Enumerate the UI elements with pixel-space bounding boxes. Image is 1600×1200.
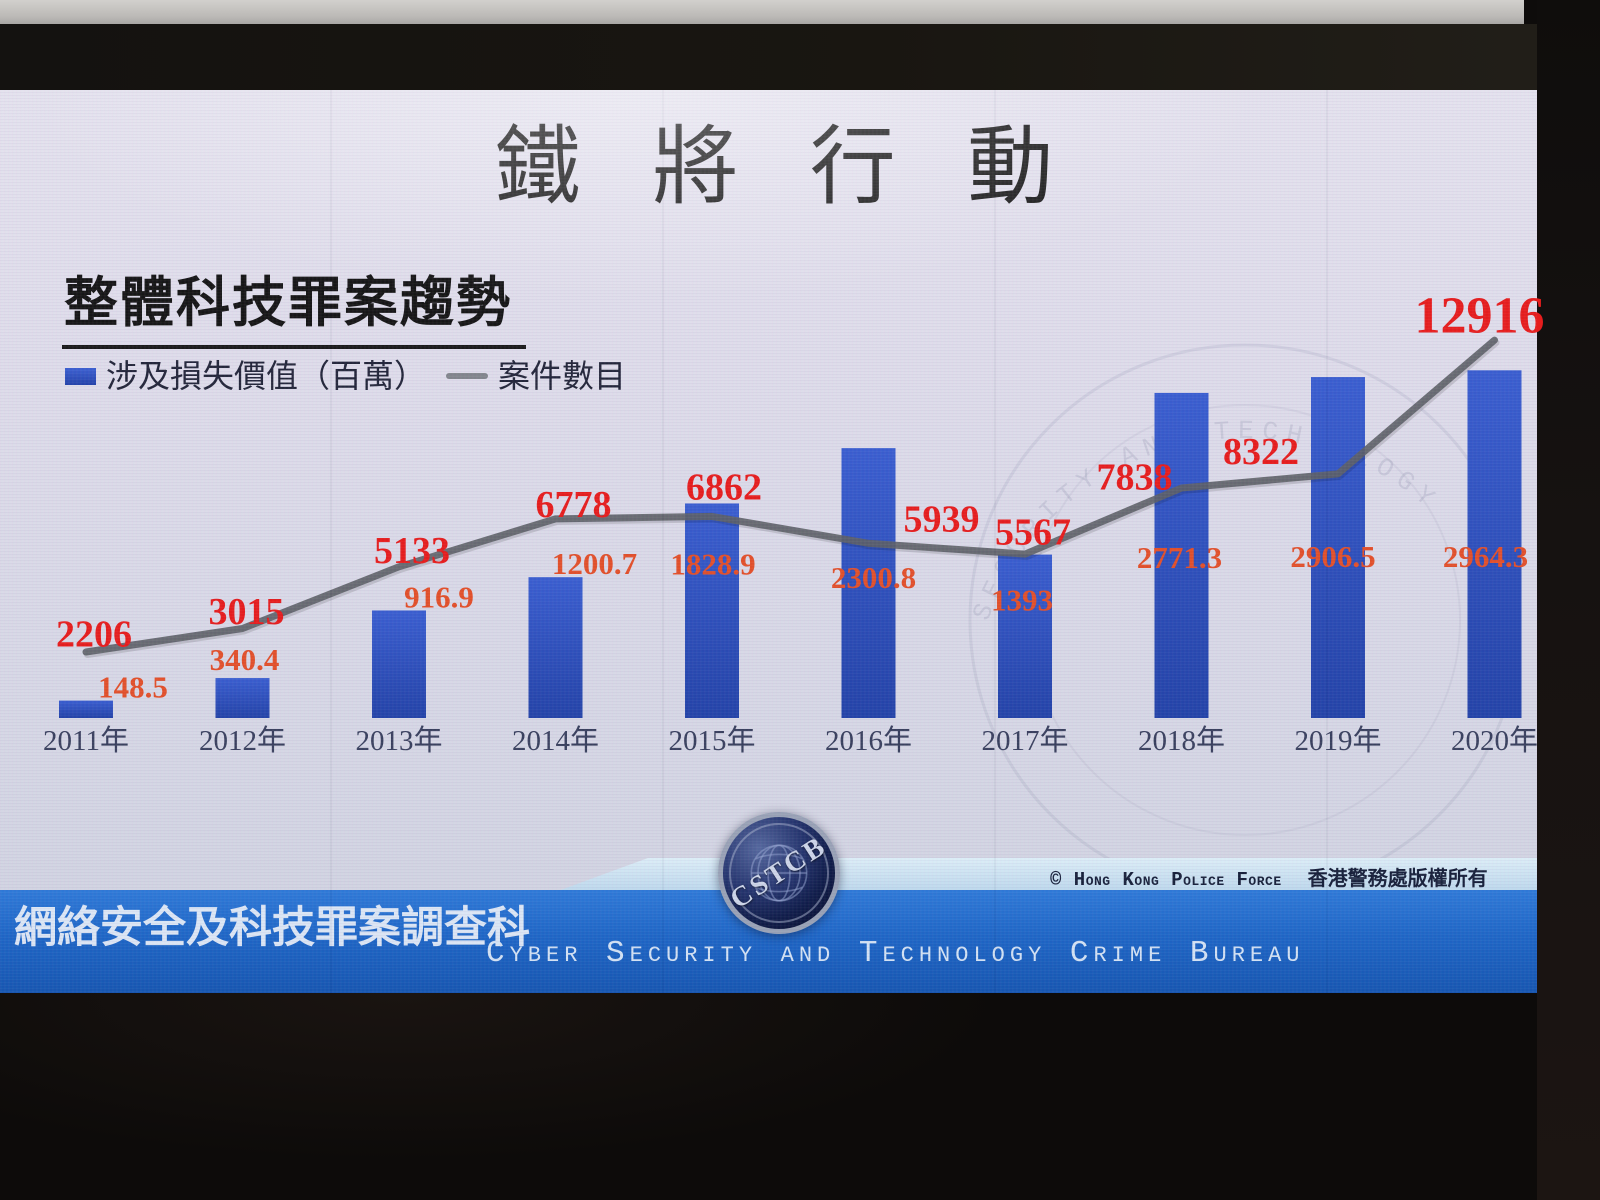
loss-value-label: 1828.9 xyxy=(670,546,755,581)
year-label: 2014年 xyxy=(512,724,599,757)
bar xyxy=(685,503,739,718)
cstcb-badge-icon: CSTCB xyxy=(718,812,840,934)
dark-area-right-of-screen xyxy=(1537,0,1600,1200)
loss-value-label: 916.9 xyxy=(404,579,474,614)
loss-value-label: 340.4 xyxy=(210,642,280,677)
copyright-english: © Hong Kong Police Force xyxy=(1050,869,1282,891)
case-count-label: 3015 xyxy=(209,591,285,633)
ceiling-strip xyxy=(0,0,1524,24)
bureau-name-english: Cyber Security and Technology Crime Bure… xyxy=(486,936,1305,971)
year-label: 2019年 xyxy=(1294,724,1381,757)
year-label: 2020年 xyxy=(1451,724,1538,757)
year-label: 2013年 xyxy=(355,724,442,757)
bar xyxy=(215,678,270,718)
copyright-chinese: 香港警務處版權所有 xyxy=(1307,868,1488,890)
bar xyxy=(59,700,113,718)
loss-value-label: 148.5 xyxy=(98,669,168,704)
loss-value-label: 1393 xyxy=(991,582,1053,617)
legend-loss-value: 涉及損失價值（百萬） xyxy=(65,356,426,396)
legend-bar-label: 涉及損失價值（百萬） xyxy=(106,358,427,394)
globe-icon xyxy=(750,844,808,902)
bureau-name-chinese: 網絡安全及科技罪案調查科 xyxy=(14,904,530,952)
bar xyxy=(372,610,426,718)
year-label: 2017年 xyxy=(981,724,1068,757)
slide-title: 鐵 將 行 動 xyxy=(494,119,1066,215)
case-count-label: 6862 xyxy=(686,467,762,509)
bar xyxy=(998,554,1052,718)
case-count-label: 5133 xyxy=(374,530,450,572)
case-count-label: 6778 xyxy=(536,484,612,526)
loss-value-label: 1200.7 xyxy=(552,546,637,581)
loss-value-label: 2906.5 xyxy=(1290,539,1375,574)
case-count-label: 12916 xyxy=(1415,287,1545,344)
loss-value-label: 2771.3 xyxy=(1137,540,1222,575)
case-count-label: 5939 xyxy=(904,499,980,541)
bar xyxy=(1311,377,1365,718)
case-count-label: 5567 xyxy=(995,511,1071,553)
screen-bezel-top xyxy=(0,24,1600,90)
bar xyxy=(528,577,583,718)
legend-case-count: 案件數目 xyxy=(446,356,626,396)
dark-area-below-screen xyxy=(0,993,1600,1200)
legend-line-label: 案件數目 xyxy=(498,358,627,394)
bar xyxy=(1154,392,1209,718)
copyright-line: © Hong Kong Police Force 香港警務處版權所有 xyxy=(1050,862,1488,891)
loss-value-label: 2964.3 xyxy=(1443,539,1528,574)
trend-line xyxy=(82,336,1498,656)
year-label: 2011年 xyxy=(43,724,129,757)
bar xyxy=(841,448,896,718)
bar xyxy=(1467,370,1522,718)
section-heading: 整體科技罪案趨勢 xyxy=(62,258,526,349)
year-label: 2015年 xyxy=(668,724,755,757)
case-count-label: 7838 xyxy=(1097,456,1173,498)
case-count-label: 8322 xyxy=(1223,431,1299,473)
case-count-label: 2206 xyxy=(56,613,132,655)
loss-value-label: 2300.8 xyxy=(831,560,916,595)
year-label: 2018年 xyxy=(1138,724,1225,757)
legend-bar-swatch-icon xyxy=(65,367,96,385)
badge-ring xyxy=(729,823,829,923)
year-label: 2016年 xyxy=(825,724,912,757)
year-label: 2012年 xyxy=(199,724,286,757)
legend-line-swatch-icon xyxy=(446,373,488,379)
